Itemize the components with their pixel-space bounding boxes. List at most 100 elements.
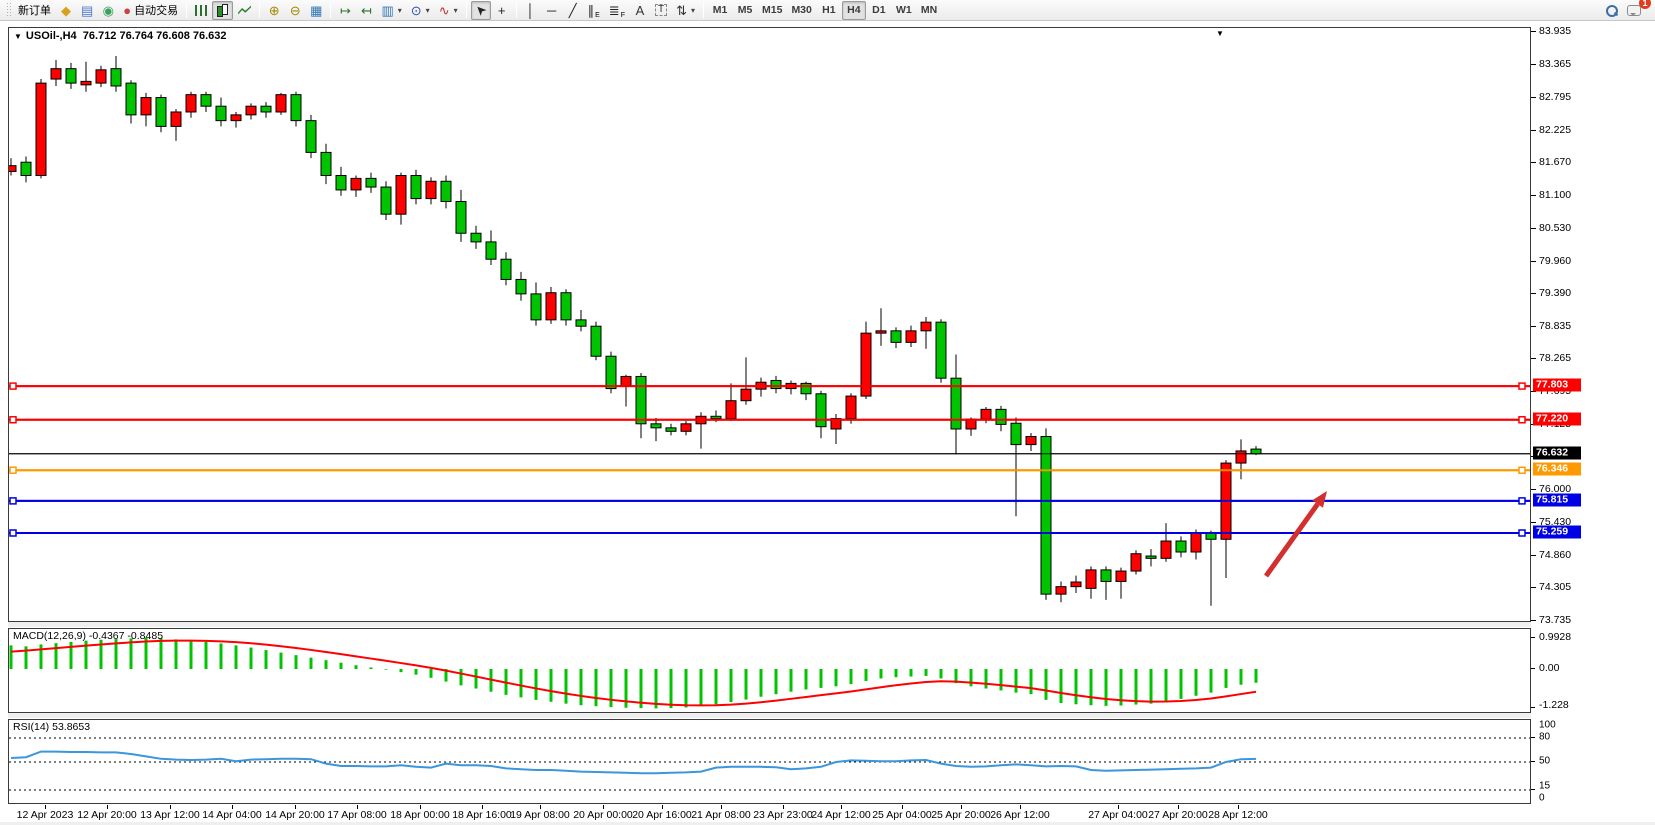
fibonacci-button[interactable]: ≣ F xyxy=(605,1,629,20)
candle-body xyxy=(65,68,77,84)
price-axis[interactable]: 83.935 83.365 82.795 82.225 81.670 81.100 80.5… xyxy=(1531,25,1655,626)
line-chart-button[interactable] xyxy=(234,1,255,20)
time-axis[interactable]: 12 Apr 2023 12 Apr 20:00 13 Apr 12:00 14 Ap… xyxy=(8,805,1531,822)
chart-window-icon-icon: ▤ xyxy=(81,2,94,18)
line-drag-handle[interactable] xyxy=(9,416,17,424)
toolbar-separator xyxy=(465,2,467,18)
timeframe-h1[interactable]: H1 xyxy=(817,1,841,20)
candle-body xyxy=(410,174,422,200)
candle-body xyxy=(365,177,377,188)
indicators-button[interactable]: ∿ ▾ xyxy=(435,1,462,20)
timeframe-w1[interactable]: W1 xyxy=(892,1,916,20)
fibonacci-button-sub: F xyxy=(620,11,625,19)
time-tick-mark xyxy=(783,805,784,809)
line-drag-handle[interactable] xyxy=(1518,497,1526,505)
search-icon xyxy=(1605,4,1618,17)
zoom-out-button[interactable]: ⊖ xyxy=(285,1,305,20)
auto-scroll-icon: ↦ xyxy=(340,2,351,18)
search-button[interactable] xyxy=(1601,1,1622,20)
periods-button-caret[interactable]: ▾ xyxy=(425,5,430,15)
arrows-button-caret[interactable]: ▾ xyxy=(690,5,695,15)
chevron-down-icon[interactable]: ▼ xyxy=(14,32,22,41)
rsi-axis-label: 80 xyxy=(1539,731,1551,743)
time-tick-mark xyxy=(1178,805,1179,809)
time-tick-label: 12 Apr 20:00 xyxy=(77,809,137,821)
trendline-button[interactable]: ╱ xyxy=(563,1,583,20)
horizontal-line-button[interactable]: ─ xyxy=(542,1,562,20)
timeframe-h4[interactable]: H4 xyxy=(841,0,866,20)
candle-body xyxy=(725,400,737,420)
line-drag-handle[interactable] xyxy=(1518,529,1526,537)
new-chart-icon: ▥ xyxy=(381,2,394,18)
candlestick-chart-button[interactable] xyxy=(212,0,234,20)
candlestick-chart[interactable] xyxy=(9,28,1530,621)
rsi-axis[interactable]: 100 80 50 15 0 xyxy=(1531,719,1655,804)
level-price-label-76.346: 76.346 xyxy=(1533,462,1581,476)
zoom-in-button[interactable]: ⊕ xyxy=(264,1,284,20)
candle-body xyxy=(890,330,902,343)
time-tick-label: 25 Apr 20:00 xyxy=(931,809,991,821)
timeframe-m1[interactable]: M1 xyxy=(708,1,732,20)
tile-windows-button[interactable]: ▦ xyxy=(306,1,326,20)
candle-body xyxy=(245,105,257,116)
timeframe-w1-label: W1 xyxy=(896,4,912,16)
line-drag-handle[interactable] xyxy=(1518,466,1526,474)
line-drag-handle[interactable] xyxy=(9,497,17,505)
auto-scroll-button[interactable]: ↦ xyxy=(335,1,355,20)
vertical-line-button[interactable]: │ xyxy=(521,1,541,20)
macd-panel[interactable]: MACD(12,26,9) -0.4367 -0.8485 xyxy=(8,628,1531,713)
cursor-button[interactable]: ➤ xyxy=(470,0,491,20)
candle-body xyxy=(935,321,947,379)
line-drag-handle[interactable] xyxy=(9,382,17,390)
line-drag-handle[interactable] xyxy=(9,466,17,474)
toolbar-separator xyxy=(259,2,261,18)
price-tick-mark xyxy=(1531,129,1536,131)
chart-shift-button[interactable]: ↤ xyxy=(356,1,376,20)
time-tick-mark xyxy=(841,805,842,809)
text-button[interactable]: A xyxy=(630,1,650,20)
rsi-chart[interactable] xyxy=(9,720,1530,803)
candle-body xyxy=(1235,450,1247,464)
timeframe-m15[interactable]: M15 xyxy=(758,1,786,20)
timeframe-m30[interactable]: M30 xyxy=(787,1,815,20)
text-label-button[interactable]: T xyxy=(651,1,671,20)
rsi-value: 53.8653 xyxy=(52,721,91,733)
indicators-button-caret[interactable]: ▾ xyxy=(453,5,458,15)
scroll-position-marker: ▼ xyxy=(1216,29,1224,38)
time-tick-mark xyxy=(902,805,903,809)
timeframe-h1-label: H1 xyxy=(822,4,836,16)
macd-label: MACD(12,26,9) -0.4367 -0.8485 xyxy=(13,630,164,642)
candle-body xyxy=(485,241,497,260)
price-tick-mark xyxy=(1531,489,1536,491)
main-chart-panel[interactable]: ▼ USOil-,H4 76.712 76.764 76.608 76.632 ▼ xyxy=(8,27,1531,622)
line-drag-handle[interactable] xyxy=(9,529,17,537)
panel-separator[interactable] xyxy=(8,622,1531,627)
timeframe-d1[interactable]: D1 xyxy=(867,1,891,20)
panel-separator[interactable] xyxy=(8,713,1531,718)
order-icon[interactable]: ◆ xyxy=(56,1,76,20)
channel-button[interactable]: ∥ E xyxy=(584,1,604,20)
signal-icon[interactable]: ◉ xyxy=(98,1,118,20)
crosshair-button[interactable]: + xyxy=(492,1,512,20)
macd-axis[interactable]: 0.9928 0.00 -1.228 xyxy=(1531,628,1655,713)
arrows-button[interactable]: ⇅ ▾ xyxy=(672,1,699,20)
chart-window-icon[interactable]: ▤ xyxy=(77,1,97,20)
price-tick-mark xyxy=(1531,587,1536,589)
bar-chart-button[interactable] xyxy=(191,1,211,20)
status-strip xyxy=(0,822,1655,825)
autotrading-button[interactable]: ● 自动交易 xyxy=(119,1,182,20)
line-drag-handle[interactable] xyxy=(1518,416,1526,424)
rsi-panel[interactable]: RSI(14) 53.8653 xyxy=(8,719,1531,804)
timeframe-m5[interactable]: M5 xyxy=(733,1,757,20)
notifications-button[interactable]: 1 xyxy=(1623,0,1651,20)
new-chart-button-caret[interactable]: ▾ xyxy=(397,5,402,15)
line-drag-handle[interactable] xyxy=(1518,382,1526,390)
macd-chart[interactable] xyxy=(9,629,1530,712)
new-chart-button[interactable]: ▥ ▾ xyxy=(377,1,405,20)
trend-arrow-annotation[interactable] xyxy=(1263,502,1320,578)
periods-button[interactable]: ⊙ ▾ xyxy=(407,1,434,20)
candle-body xyxy=(20,161,32,176)
timeframe-mn[interactable]: MN xyxy=(917,1,941,20)
candle-body xyxy=(35,82,47,176)
new-order-button[interactable]: 新订单 xyxy=(14,1,55,20)
